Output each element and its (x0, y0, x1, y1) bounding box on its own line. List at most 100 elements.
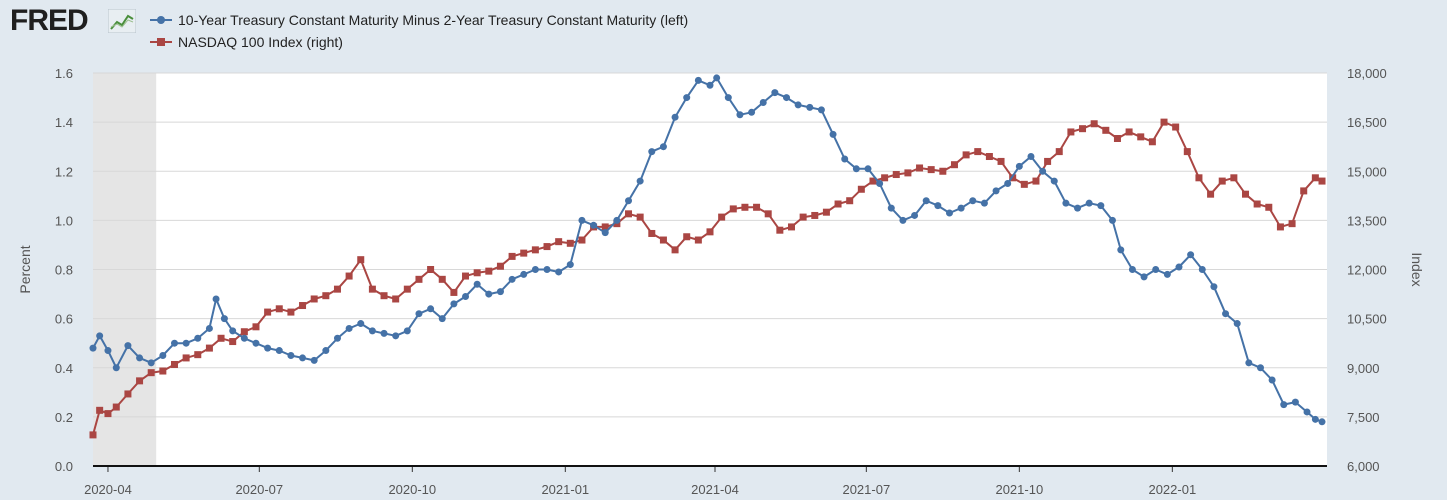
x-tick-label: 2020-07 (235, 482, 283, 497)
spread-series-point (899, 216, 907, 224)
spread-series-point (345, 324, 353, 332)
y-tick-label-right: 12,000 (1347, 263, 1387, 278)
spread-series-point (590, 221, 598, 229)
nasdaq-series-point (252, 323, 260, 331)
y-tick-label-left: 0.6 (55, 312, 73, 327)
legend-label: NASDAQ 100 Index (right) (178, 34, 343, 50)
legend-circle-icon (150, 16, 172, 24)
nasdaq-series-point (1288, 220, 1296, 228)
spread-series-point (438, 315, 446, 323)
legend-square-icon (150, 38, 172, 46)
nasdaq-series-point (322, 292, 330, 300)
nasdaq-series-point (1276, 223, 1284, 231)
spread-series-point (170, 339, 178, 347)
nasdaq-series-point (811, 211, 819, 219)
spread-series-point (89, 344, 97, 352)
spread-series-point (1268, 376, 1276, 384)
nasdaq-series-point (438, 275, 446, 283)
y-axis-title-right: Index (1409, 252, 1425, 286)
nasdaq-series-point (485, 267, 493, 275)
spread-series-point (473, 280, 481, 288)
spread-series-point (415, 310, 423, 318)
spread-series-point (748, 108, 756, 116)
spread-series-point (1097, 202, 1105, 210)
nasdaq-series-point (205, 344, 213, 352)
line-graph-icon (108, 9, 136, 33)
nasdaq-series-point (997, 157, 1005, 165)
nasdaq-series-point (1265, 203, 1273, 211)
spread-series-point (543, 266, 551, 273)
nasdaq-series-point (787, 223, 795, 231)
nasdaq-series-point (170, 360, 178, 368)
x-tick-label: 2020-10 (388, 482, 436, 497)
nasdaq-series-point (741, 203, 749, 211)
nasdaq-series-point (1079, 125, 1087, 133)
spread-series-point (625, 197, 633, 205)
spread-series-point (1015, 162, 1023, 170)
nasdaq-series-point (357, 256, 365, 264)
nasdaq-series-point (531, 246, 539, 254)
spread-series-point (450, 300, 458, 308)
nasdaq-series-point (1137, 133, 1145, 141)
spread-series-point (380, 329, 388, 337)
spread-series-point (1062, 199, 1070, 207)
spread-series-point (841, 155, 849, 163)
spread-series-point (1163, 270, 1171, 278)
x-tick-label: 2021-10 (995, 482, 1043, 497)
spread-series-point (1039, 167, 1047, 175)
nasdaq-series-point (333, 285, 341, 293)
spread-series-point (683, 94, 691, 102)
nasdaq-series-point (1067, 128, 1075, 136)
spread-series-point (427, 305, 435, 313)
spread-series-point (852, 165, 860, 173)
spread-series-point (392, 332, 400, 340)
spread-series-point (322, 347, 330, 355)
nasdaq-series-point (275, 305, 283, 313)
spread-series-point (694, 76, 702, 84)
spread-series-point (333, 334, 341, 342)
nasdaq-series-point (1102, 126, 1110, 134)
spread-series-point (252, 339, 260, 347)
nasdaq-series-point (950, 161, 958, 169)
nasdaq-series-point (881, 174, 889, 182)
spread-series-point (992, 187, 1000, 195)
nasdaq-series-point (96, 406, 104, 414)
nasdaq-series-point (718, 213, 726, 221)
spread-series-point (264, 344, 272, 352)
nasdaq-series-point (1172, 123, 1180, 131)
spread-series-point (934, 202, 942, 210)
nasdaq-series-point (1160, 118, 1168, 126)
nasdaq-series-point (1148, 138, 1156, 146)
spread-series-point (713, 74, 721, 82)
spread-series-point (601, 229, 609, 237)
x-tick-label: 2021-07 (842, 482, 890, 497)
legend-label: 10-Year Treasury Constant Maturity Minus… (178, 12, 689, 28)
nasdaq-series-point (368, 285, 376, 293)
nasdaq-series-point (217, 334, 225, 342)
nasdaq-series-point (508, 252, 516, 260)
nasdaq-series-point (1090, 120, 1098, 128)
nasdaq-series-point (1195, 174, 1203, 182)
nasdaq-series-point (1300, 187, 1308, 195)
y-tick-label-right: 10,500 (1347, 312, 1387, 327)
spread-series-point (648, 148, 656, 156)
nasdaq-series-point (799, 213, 807, 221)
nasdaq-series-point (264, 308, 272, 316)
spread-series-point (159, 351, 167, 359)
spread-series-point (1222, 310, 1230, 318)
nasdaq-series-point (555, 238, 563, 246)
spread-series-point (212, 295, 220, 303)
fred-logo[interactable]: FRED (10, 4, 89, 37)
nasdaq-series-point (764, 210, 772, 218)
y-tick-label-left: 1.4 (55, 115, 73, 130)
y-tick-label-right: 7,500 (1347, 410, 1380, 425)
spread-series-point (299, 354, 307, 362)
spread-series-point (1303, 408, 1311, 416)
spread-series-point (613, 216, 621, 224)
nasdaq-series-point (124, 390, 132, 398)
spread-series-point (104, 347, 112, 355)
nasdaq-series-point (415, 275, 423, 283)
nasdaq-series-point (683, 233, 691, 241)
nasdaq-series-point (1183, 148, 1191, 156)
spread-series-point (1311, 415, 1319, 423)
